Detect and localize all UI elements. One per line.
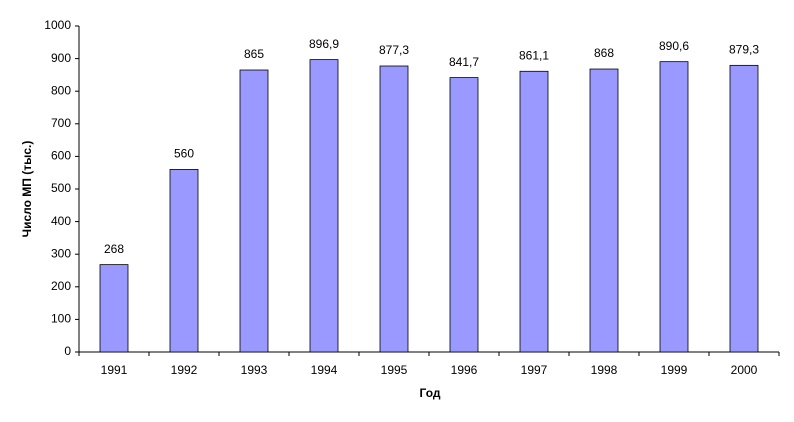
y-tick-label: 800 — [51, 83, 71, 97]
y-tick-label: 600 — [51, 149, 71, 163]
y-axis-title: Число МП (тыс.) — [20, 141, 34, 238]
bar — [239, 69, 269, 353]
value-label: 865 — [244, 47, 264, 61]
value-label: 268 — [104, 242, 124, 256]
value-label: 896,9 — [309, 37, 339, 51]
bar — [729, 64, 759, 353]
bar — [589, 68, 619, 353]
y-tick-label: 1000 — [44, 18, 71, 32]
bar — [659, 61, 689, 353]
x-tick-label: 1998 — [591, 363, 618, 377]
x-tick-label: 1994 — [311, 363, 338, 377]
x-tick-label: 1991 — [101, 363, 128, 377]
x-axis-title: Год — [420, 386, 441, 400]
bar — [519, 70, 549, 353]
value-label: 877,3 — [379, 43, 409, 57]
y-tick-label: 700 — [51, 116, 71, 130]
x-tick-label: 1992 — [171, 363, 198, 377]
x-tick-label: 1996 — [451, 363, 478, 377]
y-tick-label: 100 — [51, 312, 71, 326]
y-tick-label: 0 — [64, 344, 71, 358]
value-label: 868 — [594, 46, 614, 60]
bar — [449, 77, 479, 353]
y-tick-label: 500 — [51, 181, 71, 195]
bar — [309, 59, 339, 353]
x-tick-label: 1995 — [381, 363, 408, 377]
y-tick-label: 400 — [51, 214, 71, 228]
bar — [379, 65, 409, 353]
y-tick-label: 200 — [51, 279, 71, 293]
value-label: 560 — [174, 147, 194, 161]
value-label: 861,1 — [519, 48, 549, 62]
x-tick-label: 1997 — [521, 363, 548, 377]
bar — [99, 264, 129, 353]
value-label: 841,7 — [449, 55, 479, 69]
value-label: 890,6 — [659, 39, 689, 53]
x-tick-label: 1993 — [241, 363, 268, 377]
value-label: 879,3 — [729, 43, 759, 57]
y-tick-label: 900 — [51, 51, 71, 65]
bar — [169, 169, 199, 353]
y-tick-label: 300 — [51, 246, 71, 260]
x-tick-label: 1999 — [661, 363, 688, 377]
x-tick-label: 2000 — [731, 363, 758, 377]
